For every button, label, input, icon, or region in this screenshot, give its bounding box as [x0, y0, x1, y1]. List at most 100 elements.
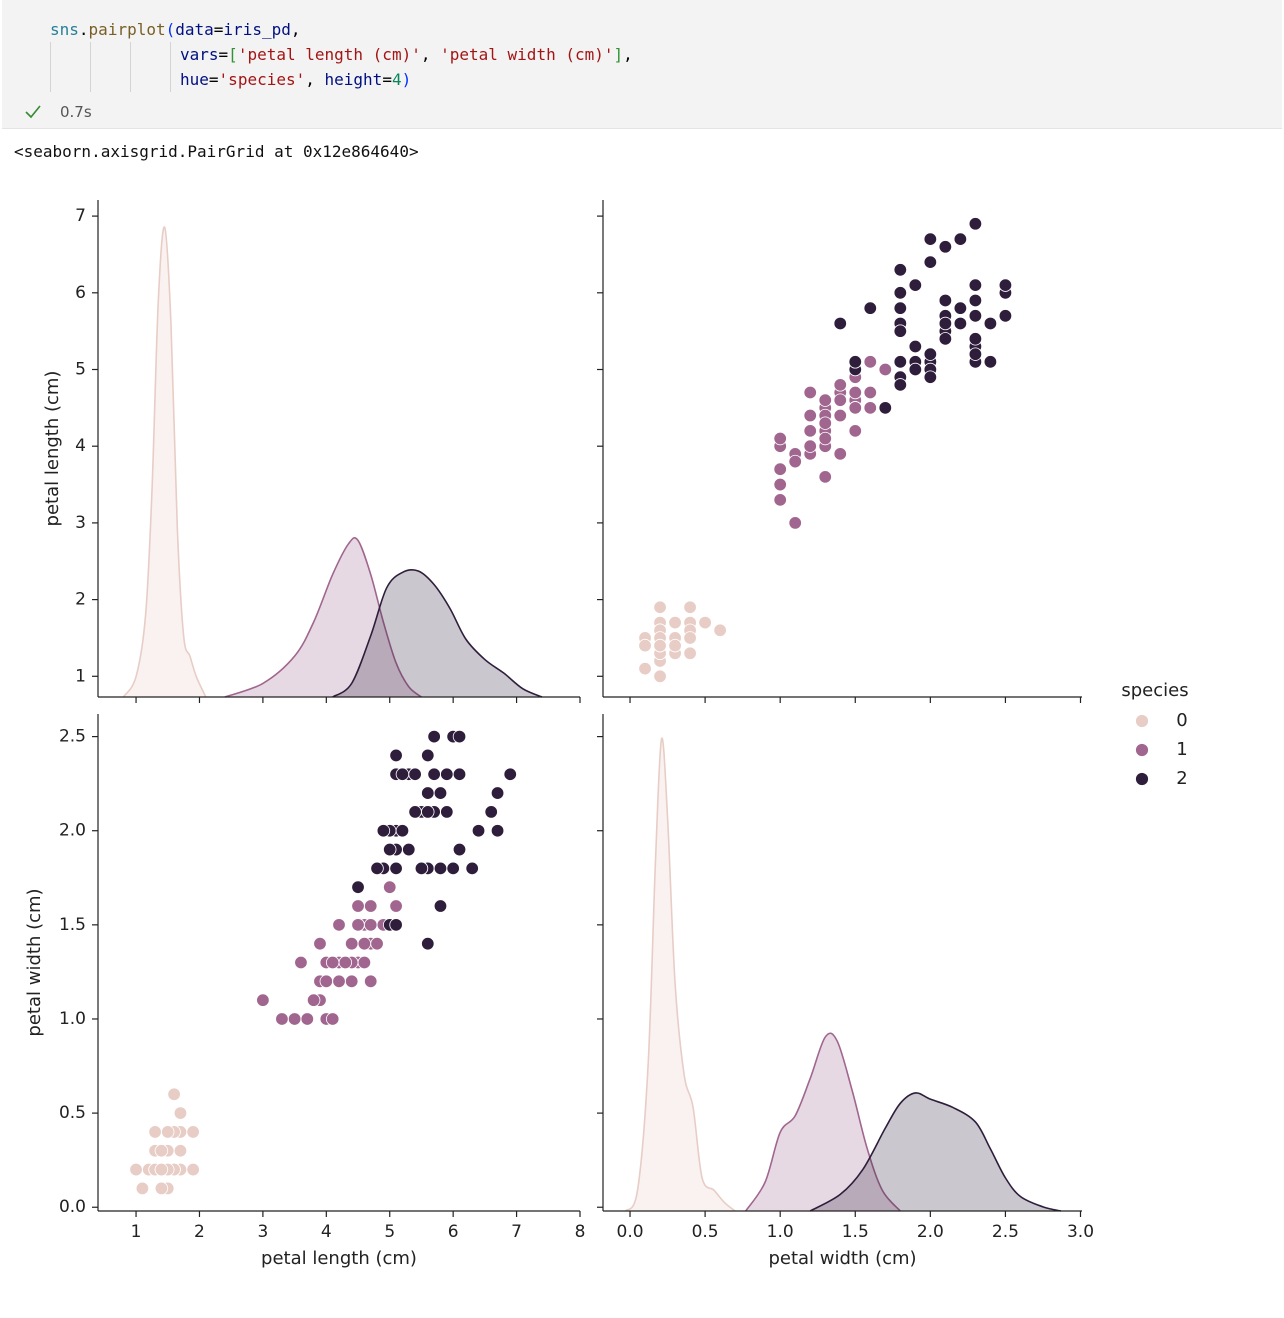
scatter-point — [968, 293, 983, 308]
scatter-point — [389, 918, 403, 932]
x-tick-label: 8 — [575, 1222, 586, 1242]
x-tick-label: 0.5 — [692, 1222, 719, 1242]
code-token: hue — [180, 70, 209, 89]
scatter-point — [338, 955, 353, 970]
scatter-point — [923, 370, 938, 384]
scatter-point — [803, 439, 817, 453]
scatter-point — [465, 861, 479, 876]
scatter-point — [998, 278, 1013, 292]
scatter-point — [893, 301, 908, 315]
scatter-point — [402, 842, 416, 857]
scatter-point — [173, 1106, 188, 1120]
code-token: vars — [180, 45, 219, 64]
scatter-point — [452, 842, 467, 857]
scatter-point — [908, 339, 923, 354]
scatter-point — [848, 424, 862, 438]
scatter-point — [833, 378, 847, 392]
code-line: hue='species', height=4) — [180, 70, 411, 90]
x-tick-label: 7 — [511, 1222, 522, 1242]
y-tick-label: 3 — [75, 513, 86, 533]
x-tick-label: 2.5 — [992, 1222, 1019, 1242]
scatter-point — [357, 955, 372, 970]
scatter-point — [683, 600, 697, 614]
scatter-point — [395, 824, 410, 838]
kde-area — [745, 1033, 901, 1211]
scatter-point — [953, 316, 968, 331]
scatter-point — [389, 748, 403, 763]
scatter-point — [421, 786, 435, 800]
scatter-point — [938, 316, 953, 331]
scatter-point — [833, 316, 847, 331]
scatter-point — [968, 347, 983, 361]
check-icon — [25, 105, 41, 119]
code-token: [ — [228, 45, 238, 64]
scatter-point — [863, 401, 877, 415]
code-token: . — [78, 20, 89, 39]
x-tick-label: 2 — [194, 1222, 205, 1242]
x-tick-label: 2.0 — [917, 1222, 944, 1242]
scatter-point — [968, 309, 983, 323]
legend-marker — [1135, 714, 1149, 728]
scatter-point — [923, 347, 938, 361]
scatter-point — [833, 408, 847, 423]
legend-marker — [1135, 743, 1149, 757]
code-token: , — [420, 45, 441, 64]
y-tick-label: 7 — [75, 206, 86, 226]
scatter-point — [953, 301, 968, 315]
scatter-point — [803, 424, 817, 438]
y-tick-label: 4 — [75, 436, 86, 456]
code-token: pairplot — [88, 20, 166, 39]
scatter-point — [803, 385, 817, 400]
scatter-point — [421, 805, 435, 819]
legend-title: species — [1121, 680, 1188, 701]
scatter-point — [818, 393, 832, 407]
kde-line — [122, 226, 207, 698]
y-axis-label: petal length (cm) — [42, 371, 63, 527]
scatter-point — [325, 955, 340, 970]
scatter-point — [433, 786, 448, 800]
scatter-point — [154, 1181, 169, 1196]
scatter-point — [863, 385, 877, 400]
scatter-point — [154, 1162, 169, 1177]
scatter-point — [490, 786, 505, 800]
scatter-point — [773, 477, 787, 492]
indent-guide — [90, 42, 91, 92]
scatter-point — [256, 993, 270, 1007]
scatter-point — [788, 454, 802, 469]
scatter-point — [713, 623, 727, 637]
scatter-point — [938, 332, 953, 346]
scatter-point — [638, 638, 652, 653]
scatter-point — [668, 638, 682, 653]
y-tick-label: 2.0 — [59, 821, 86, 841]
code-token: 'petal length (cm)' — [237, 45, 421, 64]
kde-area — [625, 738, 736, 1211]
scatter-point — [668, 615, 682, 630]
scatter-point — [344, 974, 359, 989]
scatter-point — [452, 729, 467, 744]
scatter-point — [893, 286, 908, 300]
scatter-point — [325, 1012, 340, 1026]
code-cell[interactable]: sns.pairplot(data=iris_pd, vars=['petal … — [2, 0, 1282, 129]
scatter-point — [773, 431, 787, 446]
kde-area — [224, 537, 422, 697]
scatter-point — [148, 1125, 162, 1139]
scatter-point — [440, 805, 454, 819]
scatter-point — [908, 362, 923, 377]
scatter-point — [440, 767, 454, 781]
scatter-point — [319, 974, 334, 989]
scatter-point — [383, 880, 397, 894]
scatter-point — [376, 824, 391, 838]
scatter-point — [421, 936, 435, 951]
scatter-point — [344, 936, 359, 951]
scatter-point — [848, 355, 862, 369]
code-token: iris_pd — [223, 20, 291, 39]
scatter-point — [167, 1087, 181, 1101]
scatter-point — [818, 470, 832, 484]
scatter-point — [683, 631, 697, 645]
x-tick-label: 6 — [448, 1222, 459, 1242]
legend: species 0 1 2 — [1121, 680, 1188, 789]
scatter-point — [863, 301, 877, 315]
code-line: sns.pairplot(data=iris_pd, — [50, 20, 301, 40]
code-token: data — [175, 20, 214, 39]
x-tick-label: 1.5 — [842, 1222, 869, 1242]
